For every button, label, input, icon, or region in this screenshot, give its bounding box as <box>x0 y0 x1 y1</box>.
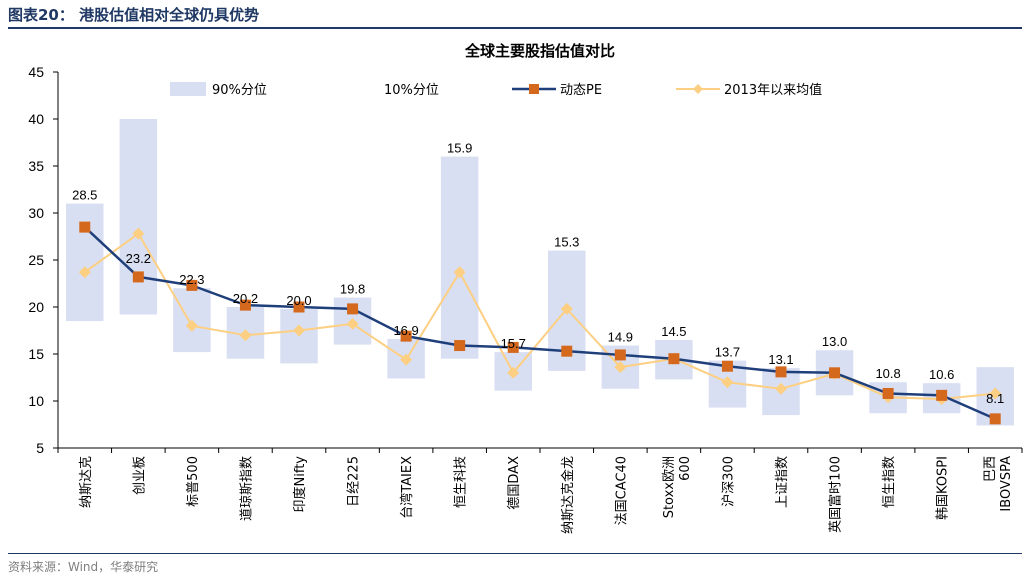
legend-label-90pct: 90%分位 <box>212 83 267 98</box>
pe-point-6 <box>347 303 359 315</box>
label-line: 600 <box>678 456 693 481</box>
band-90-10-8 <box>440 156 479 359</box>
chart-title: 全球主要股指估值对比 <box>464 42 615 60</box>
pe-point-14 <box>775 366 787 378</box>
label-line: IBOVSPA <box>999 456 1014 512</box>
x-category-label: 巴西IBOVSPA <box>983 456 1014 512</box>
legend-label-avg: 2013年以来均值 <box>724 82 822 98</box>
pe-data-label: 8.1 <box>986 391 1004 406</box>
pe-point-10 <box>561 345 573 357</box>
avg-point-2 <box>132 227 145 240</box>
pe-data-label: 20.0 <box>286 293 311 308</box>
x-category-label: 恒生指数 <box>882 456 897 508</box>
pe-point-8 <box>454 340 466 352</box>
y-tick-label: 10 <box>28 393 44 409</box>
x-category-label: 创业板 <box>132 456 147 495</box>
x-category-label: 日经225 <box>347 456 362 507</box>
pe-point-2 <box>132 271 144 283</box>
band-90-10-2 <box>119 119 158 315</box>
pe-data-label: 14.5 <box>661 324 686 339</box>
pe-point-18 <box>989 413 1001 425</box>
avg-point-11 <box>614 361 627 374</box>
legend-swatch-pe-marker <box>529 84 539 94</box>
pe-point-9 <box>507 341 519 353</box>
x-category-label: 印度Nifty <box>292 456 308 513</box>
avg-point-6 <box>346 317 359 330</box>
avg-point-18 <box>989 387 1002 400</box>
pe-data-label: 14.9 <box>608 330 633 345</box>
avg-point-3 <box>185 319 198 332</box>
y-tick-label: 30 <box>28 205 44 221</box>
x-category-label: 韩国KOSPI <box>936 456 951 520</box>
y-tick-label: 25 <box>28 252 44 268</box>
pe-data-label: 10.8 <box>875 366 900 381</box>
pe-point-17 <box>936 389 948 401</box>
y-tick-label: 15 <box>28 346 44 362</box>
pe-point-16 <box>882 387 894 399</box>
pe-point-11 <box>614 349 626 361</box>
avg-point-14 <box>775 382 787 395</box>
pe-data-label: 28.5 <box>72 188 97 203</box>
pe-data-label: 15.9 <box>447 141 472 156</box>
pe-data-label: 15.7 <box>501 336 526 351</box>
pe-data-label: 19.8 <box>340 282 365 297</box>
x-category-label: 德国DAX <box>507 456 522 510</box>
label-line: Stoxx欧洲 <box>662 456 677 518</box>
x-category-label: 标普500 <box>186 456 201 507</box>
avg-point-13 <box>721 376 734 389</box>
avg-line <box>84 232 996 401</box>
legend-swatch-90pct <box>170 82 206 96</box>
figure-title: 图表20： 港股估值相对全球仍具优势 <box>8 6 260 24</box>
pe-point-12 <box>668 353 680 365</box>
pe-data-label: 13.7 <box>715 345 740 360</box>
pe-line <box>83 226 996 421</box>
pe-data-label: 10.6 <box>929 367 954 382</box>
source-note: 资料来源：Wind，华泰研究 <box>8 560 159 574</box>
label-line: 巴西 <box>983 456 998 482</box>
legend-label-pe: 动态PE <box>560 83 602 98</box>
y-tick-label: 35 <box>28 158 44 174</box>
avg-point-8 <box>453 266 466 279</box>
y-tick-label: 5 <box>36 440 44 456</box>
pe-point-13 <box>721 360 733 372</box>
title-divider <box>8 27 1022 29</box>
avg-point-9 <box>507 366 520 379</box>
pe-data-label: 13.1 <box>768 352 793 367</box>
x-category-label: 道琼斯指数 <box>239 456 254 521</box>
avg-point-4 <box>239 329 252 342</box>
x-category-label: 恒生科技 <box>454 456 469 508</box>
pe-data-label: 22.3 <box>179 272 204 287</box>
source-divider <box>8 553 1022 554</box>
pe-data-label: 23.2 <box>126 251 151 266</box>
x-category-label: 纳斯达克金龙 <box>560 456 576 534</box>
x-category-label: 英国富时100 <box>828 456 844 533</box>
y-tick-label: 45 <box>28 64 44 80</box>
x-category-label: 上证指数 <box>775 456 790 508</box>
x-category-label: 台湾TAIEX <box>399 456 415 519</box>
legend-swatch-avg-marker <box>693 84 703 94</box>
x-category-label: Stoxx欧洲600 <box>662 456 693 518</box>
x-category-label: 法国CAC40 <box>614 456 629 525</box>
y-tick-label: 40 <box>28 111 44 127</box>
pe-data-label: 13.0 <box>822 334 847 349</box>
pe-data-label: 20.2 <box>233 291 258 306</box>
pe-point-3 <box>186 279 198 291</box>
avg-point-1 <box>78 266 91 279</box>
pe-point-4 <box>239 299 251 311</box>
pe-point-15 <box>829 367 841 379</box>
pe-comparison-chart: 全球主要股指估值对比 5 10 15 20 25 30 35 40 45 28.5 23.2 22.… <box>28 42 1023 534</box>
x-category-label: 沪深300 <box>720 456 736 507</box>
pe-data-label: 16.9 <box>393 323 418 338</box>
avg-point-5 <box>293 324 305 337</box>
x-category-label: 纳斯达克 <box>79 456 94 508</box>
legend-label-10pct: 10%分位 <box>384 83 439 98</box>
avg-point-10 <box>560 302 573 315</box>
pe-point-5 <box>293 301 305 313</box>
pe-point-7 <box>400 330 412 342</box>
y-tick-label: 20 <box>28 299 44 315</box>
pe-data-label: 15.3 <box>554 235 579 250</box>
pe-point-1 <box>79 221 91 233</box>
avg-point-7 <box>400 353 413 366</box>
